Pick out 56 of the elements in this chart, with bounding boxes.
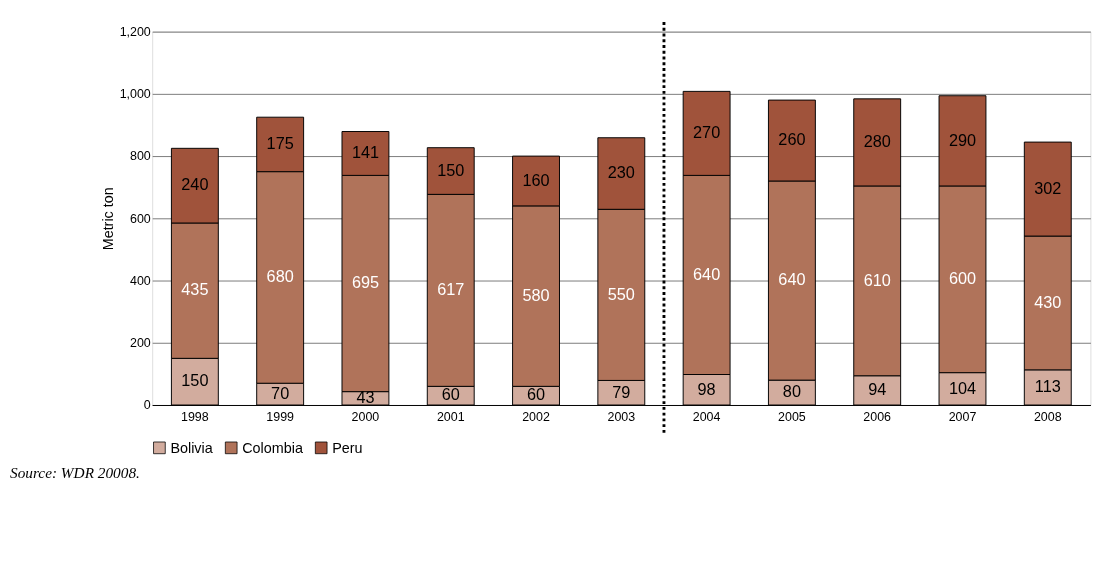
y-tick-label: 600: [130, 211, 151, 226]
data-label: 150: [181, 371, 209, 390]
x-tick-label: 2001: [436, 409, 465, 424]
legend-label: Bolivia: [170, 439, 213, 456]
data-label: 302: [1034, 178, 1062, 197]
x-tick-label: 2005: [778, 409, 806, 424]
data-label: 550: [607, 284, 635, 303]
x-tick-label: 2000: [351, 409, 380, 424]
data-label: 230: [607, 163, 635, 182]
source-note: Source: WDR 20008.: [10, 463, 140, 481]
data-label: 104: [948, 378, 977, 397]
data-label: 80: [782, 382, 801, 401]
y-tick-label: 0: [143, 398, 151, 413]
x-tick-label: 2007: [948, 409, 977, 424]
data-label: 640: [778, 270, 806, 289]
data-label: 60: [441, 385, 460, 404]
legend-label: Peru: [332, 439, 363, 456]
data-label: 141: [351, 143, 380, 162]
data-label: 160: [522, 170, 550, 189]
y-tick-label: 400: [130, 273, 151, 288]
data-label: 600: [948, 269, 977, 288]
x-tick-label: 2004: [692, 409, 721, 424]
data-label: 680: [266, 267, 294, 286]
x-tick-label: 2002: [522, 409, 550, 424]
data-label: 79: [612, 382, 631, 401]
data-label: 175: [266, 134, 294, 153]
data-label: 94: [868, 380, 887, 399]
legend-label: Colombia: [242, 439, 303, 456]
y-tick-label: 1,000: [119, 87, 151, 102]
data-label: 270: [693, 123, 721, 142]
data-label: 150: [437, 160, 465, 179]
data-label: 60: [526, 385, 546, 404]
y-tick-label: 200: [130, 336, 151, 351]
x-tick-label: 2003: [607, 409, 636, 424]
data-label: 280: [863, 132, 891, 151]
data-label: 70: [271, 383, 290, 402]
data-label: 290: [948, 130, 977, 149]
data-label: 43: [356, 388, 375, 407]
x-tick-label: 1999: [266, 409, 295, 424]
x-tick-label: 1998: [181, 409, 209, 424]
data-label: 580: [522, 285, 550, 304]
data-label: 617: [437, 280, 465, 299]
data-label: 260: [778, 130, 806, 149]
data-label: 430: [1034, 292, 1062, 311]
data-label: 435: [181, 280, 209, 299]
data-label: 113: [1034, 377, 1061, 396]
x-tick-label: 2008: [1033, 409, 1062, 424]
x-tick-label: 2006: [863, 409, 892, 424]
data-label: 640: [693, 264, 721, 283]
y-tick-label: 1,200: [119, 24, 151, 39]
y-axis-title: Metric ton: [99, 187, 116, 251]
data-label: 98: [697, 379, 716, 398]
data-label: 695: [351, 273, 380, 292]
y-tick-label: 800: [130, 149, 151, 164]
data-label: 610: [863, 270, 891, 289]
data-label: 240: [181, 175, 209, 194]
